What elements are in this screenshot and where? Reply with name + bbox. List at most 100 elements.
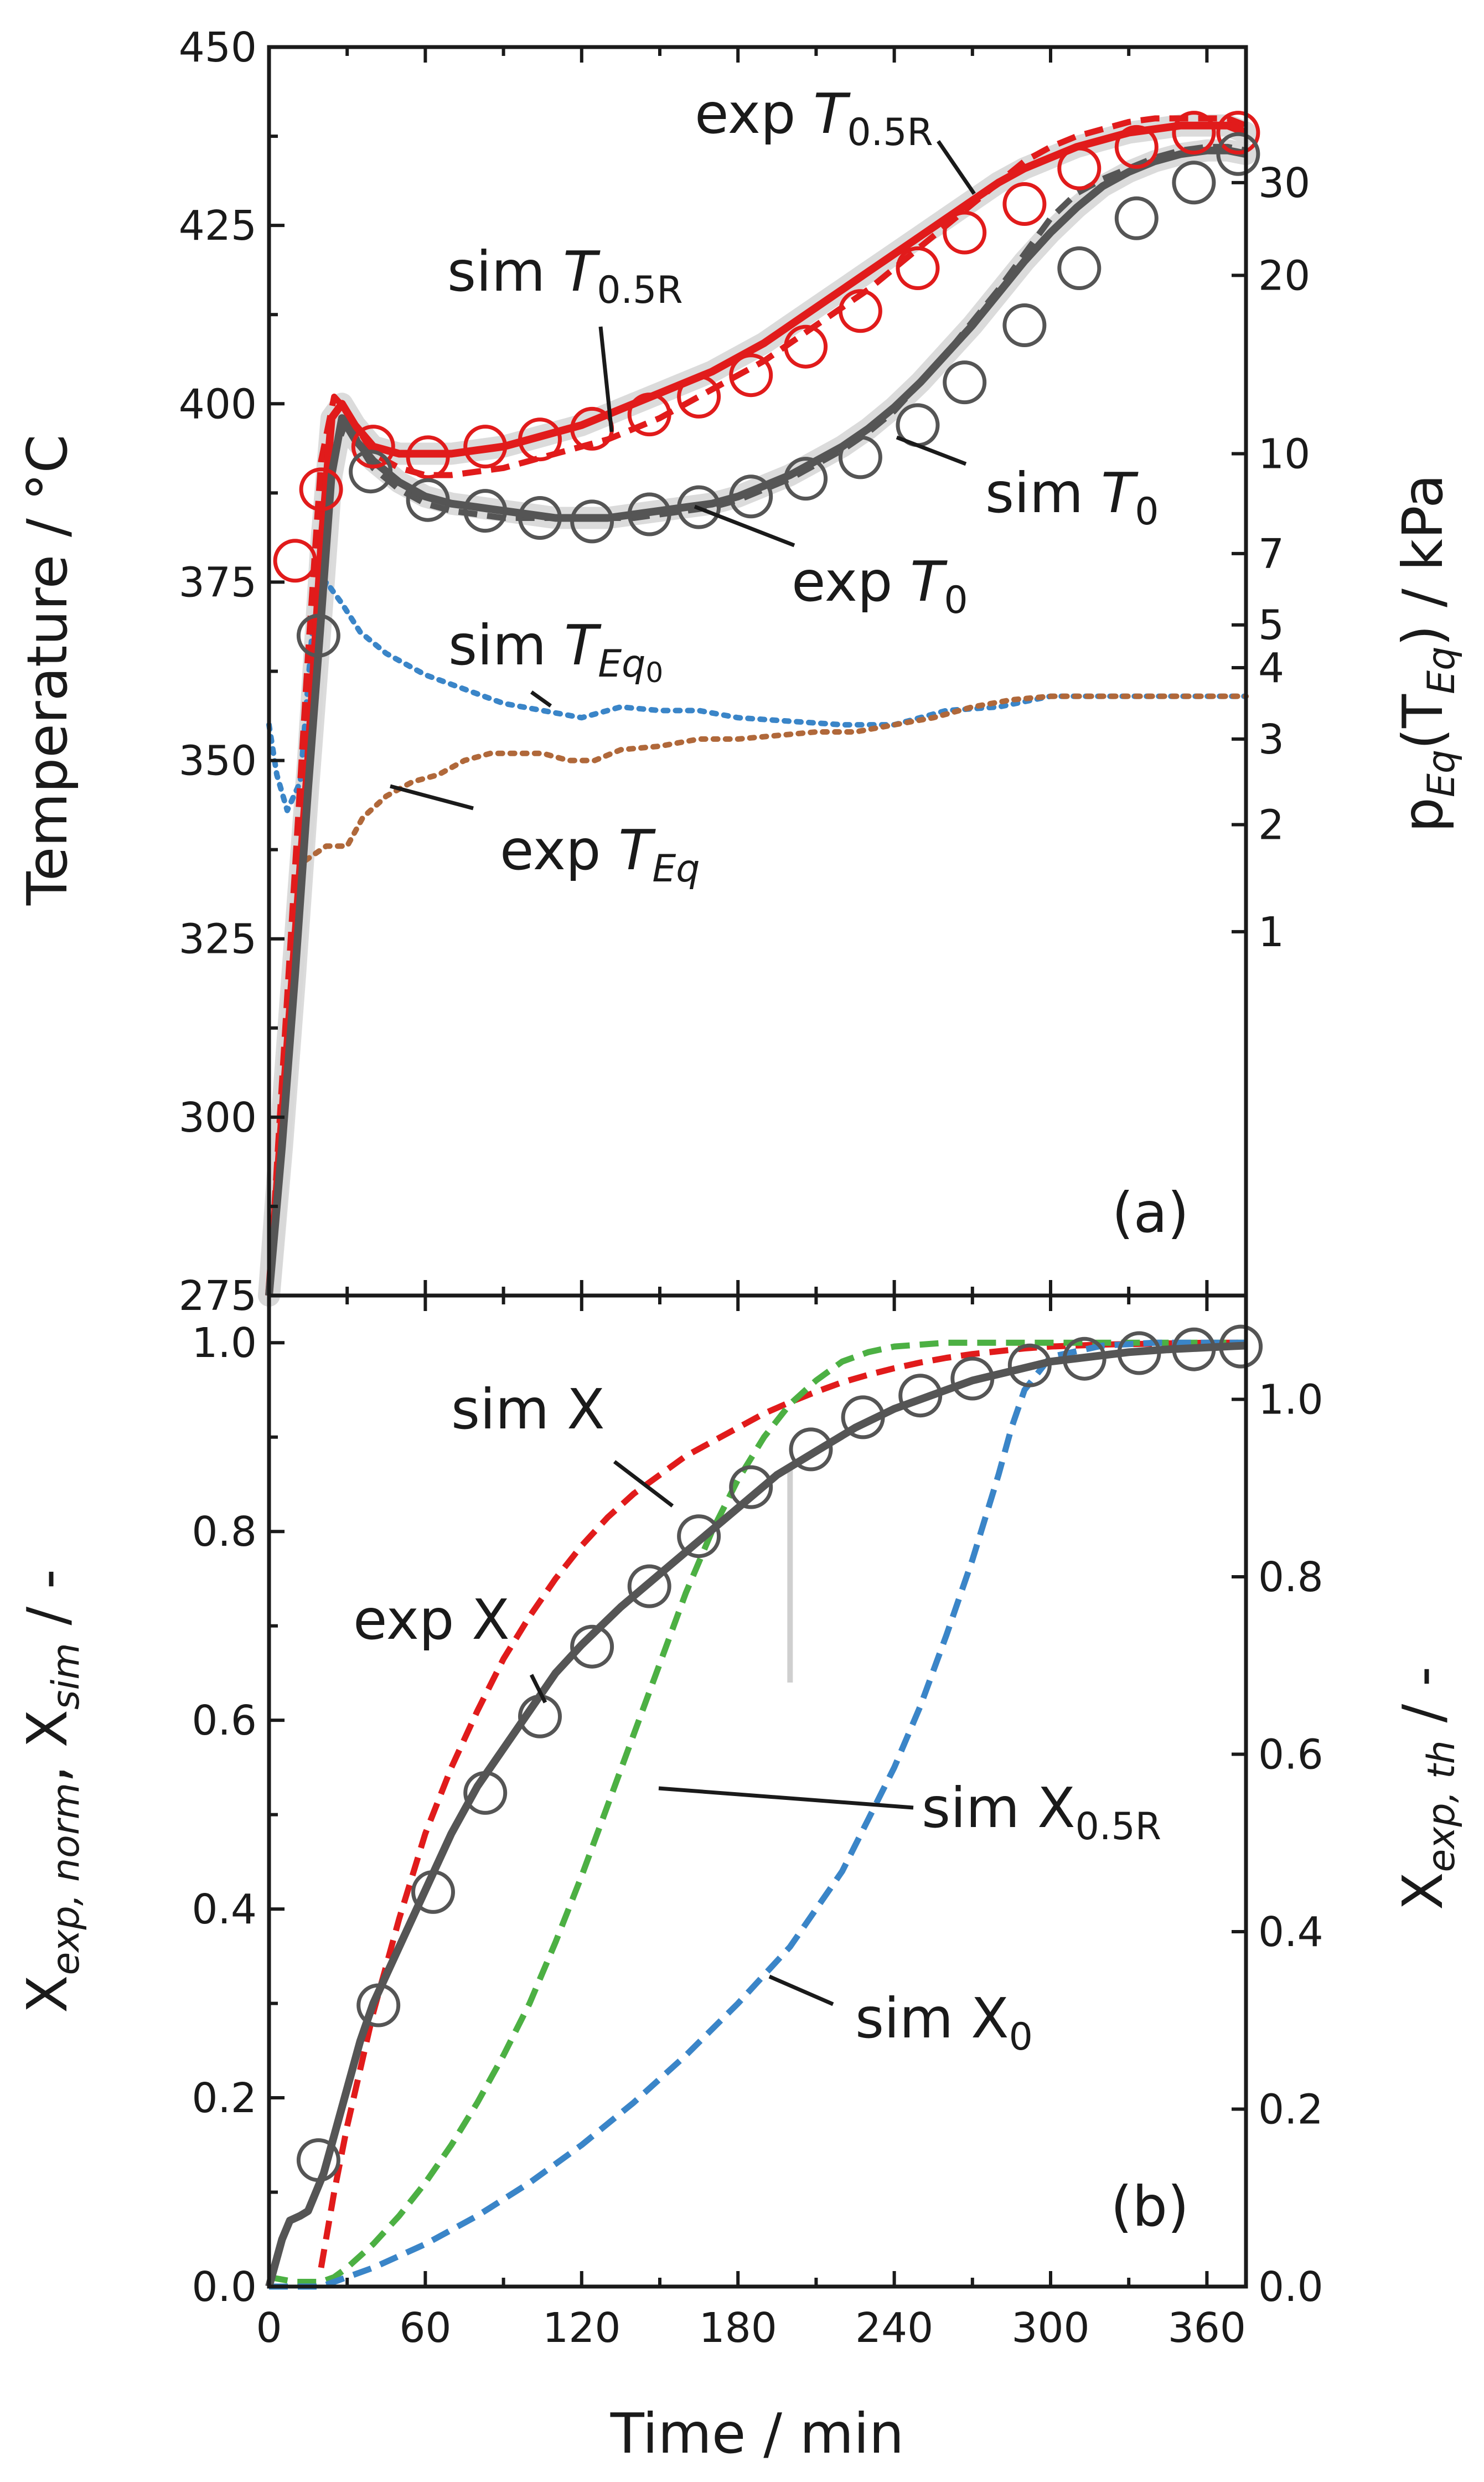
tick-label-x-300: 300 (1011, 2304, 1089, 2352)
marker-markers-exp-x-10 (841, 1395, 885, 1439)
panel-b-ylabel: Xexp, norm, Xsim / - (15, 1569, 88, 2013)
marker-markers-gray-exp-t0-10 (838, 435, 882, 479)
x-axis-label: Time / min (610, 2401, 904, 2466)
panel-a-ylabel-right: pEq(TEq) / kPa (1390, 474, 1464, 832)
tick-label-x-60: 60 (399, 2304, 451, 2352)
marker-markers-exp-x-7 (677, 1514, 721, 1559)
panel-b-frame (267, 1293, 1248, 2289)
marker-markers-gray-exp-t0-3 (463, 489, 508, 533)
marker-markers-exp-x-17 (1219, 1324, 1263, 1369)
marker-markers-gray-exp-t0-14 (1057, 246, 1102, 290)
panel-a-annotations: exp T0.5R sim T0.5R sim T0 exp T0 sim TE… (390, 81, 1159, 891)
marker-markers-gray-exp-t0-13 (1002, 303, 1047, 347)
annotation-sim-teq0: sim TEq0 (448, 613, 663, 689)
annotation-exp-t0: exp T0 (792, 549, 968, 622)
series-sim-x (318, 1339, 1246, 2268)
tick-label-x-180: 180 (699, 2304, 777, 2352)
marker-markers-red-exp-t0-5r-13 (943, 210, 987, 255)
tick-label-b-left-0: 0.0 (192, 2263, 257, 2311)
marker-markers-gray-exp-t0-15 (1114, 196, 1159, 240)
panel-b-ylabel-right: Xexp, th / - (1390, 1666, 1464, 1910)
band-sim-t0-5r (258, 114, 1257, 1307)
marker-markers-red-exp-t0-5r-9 (729, 353, 773, 398)
marker-markers-exp-x-0 (296, 2138, 340, 2182)
tick-label-a-left-275: 275 (179, 1272, 257, 1320)
tick-label-a-right-5: 7 (1258, 530, 1284, 578)
marker-markers-red-exp-t0-5r-12 (896, 246, 940, 290)
panel-a-ylabel: Temperature / °C (15, 435, 80, 906)
marker-markers-gray-exp-t0-6 (627, 492, 671, 536)
leader-sim-x0 (768, 1974, 834, 2006)
panel-b-label: (b) (1110, 2174, 1189, 2239)
marker-markers-exp-x-8 (729, 1465, 773, 1509)
marker-markers-gray-exp-t0-8 (729, 474, 773, 519)
tick-label-a-right-8: 30 (1258, 159, 1310, 207)
tick-label-b-right-4: 0.8 (1258, 1554, 1323, 1601)
tick-label-a-right-6: 10 (1258, 430, 1310, 478)
tick-label-b-right-2: 0.4 (1258, 1908, 1323, 1956)
marker-markers-gray-exp-t0-5 (570, 499, 614, 544)
marker-markers-gray-exp-t0-17 (1216, 132, 1260, 176)
annotation-exp-x: exp X (353, 1587, 510, 1652)
marker-markers-gray-exp-t0-9 (784, 457, 828, 501)
marker-markers-gray-exp-t0-2 (406, 478, 450, 522)
marker-markers-exp-x-15 (1117, 1331, 1161, 1375)
tick-label-x-0: 0 (256, 2304, 282, 2352)
marker-markers-exp-x-14 (1062, 1337, 1106, 1381)
tick-label-b-left-0.4: 0.4 (192, 1886, 257, 1933)
series-exp-t0-5r (266, 115, 1247, 1296)
series-sim-t0 (265, 146, 1247, 1296)
marker-markers-red-exp-t0-5r-4 (463, 425, 508, 469)
tick-label-a-left-425: 425 (179, 202, 257, 250)
leader-exp-teq (390, 784, 474, 811)
marker-markers-red-exp-t0-5r-0 (273, 539, 317, 583)
tick-label-b-right-1: 0.2 (1258, 2086, 1323, 2134)
tick-label-b-right-3: 0.6 (1258, 1731, 1323, 1779)
panel-b: 0.0 0.2 0.4 0.6 0.8 1.0 0.0 0.2 0.4 0.6 0.8 1.0 (b)… (15, 1293, 1464, 2311)
annotation-sim-t0: sim T0 (985, 461, 1159, 534)
marker-markers-gray-exp-t0-1 (349, 450, 393, 494)
marker-markers-red-exp-t0-5r-14 (1002, 182, 1047, 226)
tick-label-x-120: 120 (542, 2304, 621, 2352)
marker-markers-exp-x-6 (627, 1564, 671, 1608)
marker-markers-exp-x-11 (898, 1374, 943, 1418)
marker-markers-red-exp-t0-5r-7 (627, 393, 671, 437)
leader-sim-x (613, 1460, 674, 1508)
marker-markers-red-exp-t0-5r-5 (518, 417, 562, 462)
marker-markers-red-exp-t0-5r-8 (677, 374, 721, 419)
marker-markers-red-exp-t0-5r-3 (406, 435, 450, 479)
tick-label-a-left-400: 400 (179, 380, 257, 428)
tick-label-x-360: 360 (1168, 2304, 1246, 2352)
marker-markers-red-exp-t0-5r-17 (1172, 111, 1216, 155)
marker-markers-red-exp-t0-5r-18 (1216, 111, 1260, 155)
tick-label-a-right-1: 2 (1258, 802, 1284, 849)
marker-markers-red-exp-t0-5r-10 (784, 324, 828, 369)
series-exp-teq (302, 693, 1249, 863)
tick-label-a-left-375: 375 (179, 559, 257, 606)
tick-label-b-left-0.8: 0.8 (192, 1508, 257, 1556)
tick-label-a-left-325: 325 (179, 916, 257, 963)
tick-label-a-left-450: 450 (179, 24, 257, 71)
series-sim-t0-5r (265, 121, 1248, 1296)
tick-label-b-right-5: 1.0 (1258, 1376, 1323, 1424)
marker-markers-gray-exp-t0-4 (518, 496, 562, 540)
marker-markers-exp-x-5 (570, 1624, 614, 1669)
tick-label-a-right-0: 1 (1258, 909, 1284, 956)
marker-markers-exp-x-12 (950, 1356, 995, 1401)
tick-label-a-right-7: 20 (1258, 252, 1310, 300)
panel-b-annotations: sim X exp X sim X0.5R sim X0 (353, 1377, 1161, 2059)
panel-a: 300 325 350 375 400 425 450 275 1 2 3 45 7 10 20 30 (a)… (15, 24, 1464, 1320)
annotation-exp-teq: exp TEq (500, 818, 700, 891)
leader-exp-x (529, 1674, 547, 1704)
marker-markers-red-exp-t0-5r-11 (838, 289, 882, 333)
marker-markers-exp-x-13 (1007, 1343, 1052, 1387)
tick-label-b-left-0.6: 0.6 (192, 1697, 257, 1745)
tick-label-a-right-3: 4 (1258, 644, 1284, 692)
marker-markers-red-exp-t0-5r-16 (1114, 125, 1159, 169)
tick-label-a-right-4: 5 (1258, 602, 1284, 649)
marker-markers-exp-x-2 (411, 1870, 455, 1914)
tick-label-b-left-1: 1.0 (192, 1319, 257, 1367)
tick-label-a-left-350: 350 (179, 737, 257, 785)
leader-exp-t0 (694, 504, 795, 548)
